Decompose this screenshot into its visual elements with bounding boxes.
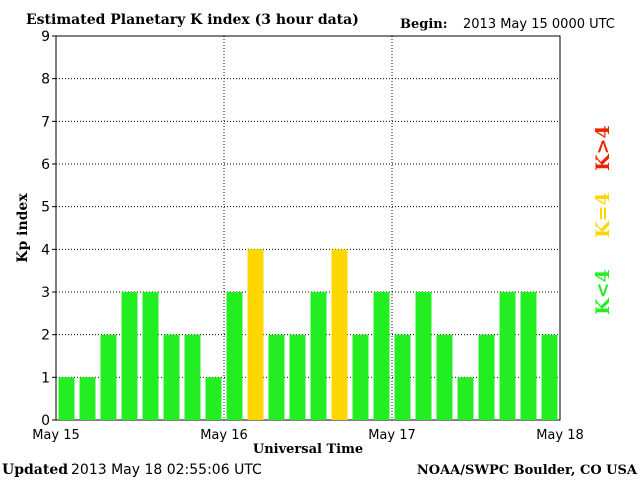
y-tick-label: 9 bbox=[41, 29, 50, 45]
updated-value: 2013 May 18 02:55:06 UTC bbox=[71, 462, 262, 478]
y-tick-label: 5 bbox=[41, 200, 50, 216]
kp-bar bbox=[184, 334, 201, 420]
kp-bar bbox=[79, 377, 96, 420]
kp-bar bbox=[100, 334, 117, 420]
kp-bar bbox=[415, 292, 432, 420]
y-axis-label: Kp index bbox=[15, 193, 31, 263]
y-tick-labels: 0 1 2 3 4 5 6 7 8 9 bbox=[41, 29, 50, 429]
grid-lines bbox=[52, 35, 560, 421]
x-tick-label: May 18 bbox=[536, 428, 584, 443]
legend-k-less-4: K<4 bbox=[592, 269, 614, 315]
x-axis-label: Universal Time bbox=[253, 442, 363, 457]
kp-bar bbox=[478, 334, 495, 420]
kp-bar bbox=[268, 334, 285, 420]
kp-bar bbox=[205, 377, 222, 420]
chart-title: Estimated Planetary K index (3 hour data… bbox=[26, 12, 359, 28]
kp-bar bbox=[163, 334, 180, 420]
y-tick-label: 4 bbox=[41, 242, 50, 258]
y-tick-label: 7 bbox=[41, 114, 50, 130]
y-tick-label: 0 bbox=[41, 413, 50, 429]
begin-value: 2013 May 15 0000 UTC bbox=[463, 17, 615, 32]
kp-bar bbox=[310, 292, 327, 420]
x-tick-label: May 16 bbox=[200, 428, 248, 443]
kp-bar bbox=[289, 334, 306, 420]
begin-label: Begin: bbox=[400, 17, 448, 32]
updated-label: Updated bbox=[2, 462, 68, 478]
y-tick-label: 8 bbox=[41, 72, 50, 88]
x-tick-label: May 15 bbox=[32, 428, 80, 443]
kp-bar bbox=[457, 377, 474, 420]
kp-bar bbox=[352, 334, 369, 420]
kp-bar bbox=[373, 292, 390, 420]
legend-k-equal-4: K=4 bbox=[592, 192, 614, 238]
legend-k-greater-4: K>4 bbox=[592, 125, 614, 171]
y-tick-label: 1 bbox=[41, 370, 50, 386]
kp-bar bbox=[247, 249, 264, 420]
x-tick-labels: May 15 May 16 May 17 May 18 bbox=[32, 428, 584, 443]
plot-frame bbox=[55, 35, 561, 421]
kp-bar bbox=[58, 377, 75, 420]
kp-bar bbox=[436, 334, 453, 420]
y-tick-label: 2 bbox=[41, 328, 50, 344]
kp-bar bbox=[541, 334, 558, 420]
kp-bar bbox=[499, 292, 516, 420]
y-tick-label: 3 bbox=[41, 285, 50, 301]
bars-group bbox=[58, 249, 558, 420]
source-credit: NOAA/SWPC Boulder, CO USA bbox=[417, 463, 638, 478]
kp-bar bbox=[520, 292, 537, 420]
kp-bar bbox=[394, 334, 411, 420]
kp-bar bbox=[331, 249, 348, 420]
x-tick-label: May 17 bbox=[368, 428, 416, 443]
kp-bar bbox=[226, 292, 243, 420]
kp-bar bbox=[121, 292, 138, 420]
kp-bar bbox=[142, 292, 159, 420]
y-tick-label: 6 bbox=[41, 157, 50, 173]
